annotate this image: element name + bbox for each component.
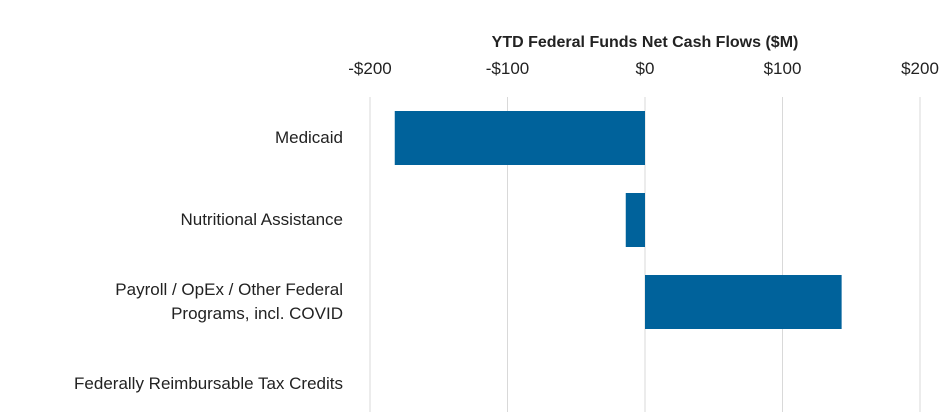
bar [645,275,842,329]
x-tick-label: $0 [636,59,655,78]
x-tick-label: $100 [764,59,802,78]
x-tick-label: -$100 [486,59,529,78]
chart-title: YTD Federal Funds Net Cash Flows ($M) [492,34,799,51]
y-tick-label: Payroll / OpEx / Other Federal Programs,… [115,280,343,323]
y-tick-label: Medicaid [274,128,343,147]
bar [625,193,645,247]
y-tick-label: Federally Reimbursable Tax Credits [74,374,343,393]
y-tick-label: Nutritional Assistance [180,210,343,229]
x-tick-label: $200 [901,59,939,78]
bar [394,111,645,165]
x-tick-label: -$200 [348,59,391,78]
